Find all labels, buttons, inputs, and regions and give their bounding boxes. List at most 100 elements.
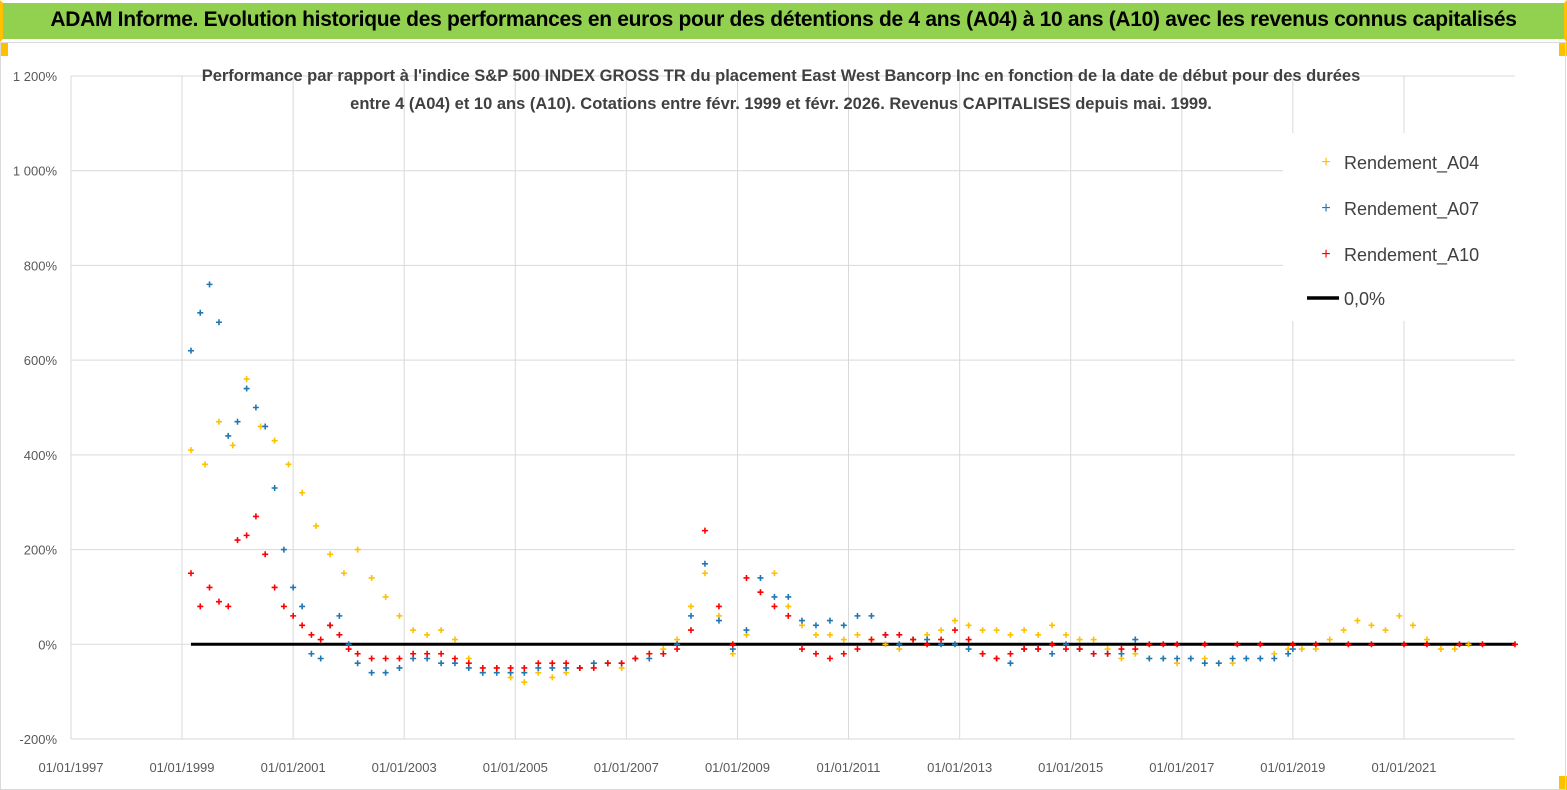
- data-point-a10: [618, 660, 625, 667]
- legend-label-a07: Rendement_A07: [1344, 199, 1479, 220]
- data-point-a04: [299, 489, 306, 496]
- data-point-a10: [1076, 646, 1083, 653]
- data-point-a10: [729, 641, 736, 648]
- data-point-a07: [1174, 655, 1181, 662]
- data-point-a10: [262, 551, 269, 558]
- data-point-a07: [187, 347, 194, 354]
- data-point-a04: [1465, 641, 1472, 648]
- data-point-a04: [1437, 646, 1444, 653]
- data-point-a07: [951, 641, 958, 648]
- legend-label-zero: 0,0%: [1344, 289, 1385, 309]
- data-point-a07: [771, 593, 778, 600]
- data-point-a04: [1451, 646, 1458, 653]
- data-point-a07: [368, 669, 375, 676]
- data-point-a10: [798, 646, 805, 653]
- data-point-a10: [410, 650, 417, 657]
- data-point-a04: [271, 437, 278, 444]
- data-point-a10: [1104, 650, 1111, 657]
- data-point-a07: [826, 617, 833, 624]
- corner-marker: [0, 42, 8, 56]
- data-point-a07: [1146, 655, 1153, 662]
- data-point-a10: [396, 655, 403, 662]
- y-tick-label: 600%: [24, 353, 58, 368]
- data-point-a04: [243, 376, 250, 383]
- x-tick-label: 01/01/2019: [1260, 760, 1325, 775]
- data-point-a04: [1382, 627, 1389, 634]
- data-point-a10: [1479, 641, 1486, 648]
- data-point-a04: [438, 627, 445, 634]
- data-point-a10: [493, 664, 500, 671]
- data-point-a04: [382, 593, 389, 600]
- data-point-a07: [262, 423, 269, 430]
- data-point-a10: [701, 527, 708, 534]
- data-point-a10: [1312, 641, 1319, 648]
- data-point-a07: [215, 319, 222, 326]
- data-point-a04: [201, 461, 208, 468]
- data-point-a07: [252, 404, 259, 411]
- x-tick-label: 01/01/1997: [38, 760, 103, 775]
- corner-marker: [1559, 42, 1567, 56]
- data-point-a04: [368, 574, 375, 581]
- legend-marker-a07: +: [1321, 200, 1330, 217]
- data-point-a10: [1368, 641, 1375, 648]
- report-header: ADAM Informe. Evolution historique des p…: [0, 0, 1567, 42]
- data-point-a10: [1400, 641, 1407, 648]
- data-point-a10: [290, 612, 297, 619]
- data-point-a10: [854, 646, 861, 653]
- data-point-a04: [340, 570, 347, 577]
- data-point-a10: [771, 603, 778, 610]
- data-point-a10: [1289, 641, 1296, 648]
- data-point-a10: [910, 636, 917, 643]
- x-tick-label: 01/01/2015: [1038, 760, 1103, 775]
- data-point-a04: [1368, 622, 1375, 629]
- data-point-a04: [521, 679, 528, 686]
- data-point-a07: [868, 612, 875, 619]
- data-point-a04: [1340, 627, 1347, 634]
- x-axis: 01/01/1997 01/01/1999 01/01/2001 01/01/2003…: [38, 760, 1436, 775]
- data-point-a04: [951, 617, 958, 624]
- data-point-a07: [840, 622, 847, 629]
- data-point-a10: [1118, 646, 1125, 653]
- x-tick-label: 01/01/2021: [1371, 760, 1436, 775]
- data-point-a10: [1234, 641, 1241, 648]
- data-point-a07: [701, 560, 708, 567]
- data-point-a07: [1257, 655, 1264, 662]
- data-point-a10: [424, 650, 431, 657]
- data-point-a07: [896, 641, 903, 648]
- data-point-a07: [382, 669, 389, 676]
- data-point-a10: [896, 631, 903, 638]
- data-point-a04: [979, 627, 986, 634]
- data-point-a04: [1409, 622, 1416, 629]
- data-point-a07: [1243, 655, 1250, 662]
- data-point-a10: [187, 570, 194, 577]
- data-point-a04: [549, 674, 556, 681]
- data-point-a04: [687, 603, 694, 610]
- data-point-a04: [187, 447, 194, 454]
- data-point-a10: [507, 664, 514, 671]
- data-point-a10: [1257, 641, 1264, 648]
- data-point-a10: [1132, 646, 1139, 653]
- data-point-a10: [197, 603, 204, 610]
- data-point-a04: [215, 418, 222, 425]
- data-point-a10: [1423, 641, 1430, 648]
- data-point-a07: [317, 655, 324, 662]
- data-point-a10: [465, 660, 472, 667]
- data-point-a07: [1049, 650, 1056, 657]
- data-point-a10: [354, 650, 361, 657]
- data-point-a04: [1035, 631, 1042, 638]
- data-point-a07: [336, 612, 343, 619]
- data-point-a10: [336, 631, 343, 638]
- data-point-a07: [1229, 655, 1236, 662]
- data-point-a04: [701, 570, 708, 577]
- data-point-a04: [771, 570, 778, 577]
- data-point-a07: [438, 660, 445, 667]
- data-point-a10: [993, 655, 1000, 662]
- x-tick-label: 01/01/1999: [149, 760, 214, 775]
- data-point-a10: [812, 650, 819, 657]
- x-tick-label: 01/01/2013: [927, 760, 992, 775]
- data-point-a04: [1396, 612, 1403, 619]
- data-point-a10: [345, 646, 352, 653]
- data-point-a10: [1456, 641, 1463, 648]
- data-point-a04: [396, 612, 403, 619]
- data-point-a04: [993, 627, 1000, 634]
